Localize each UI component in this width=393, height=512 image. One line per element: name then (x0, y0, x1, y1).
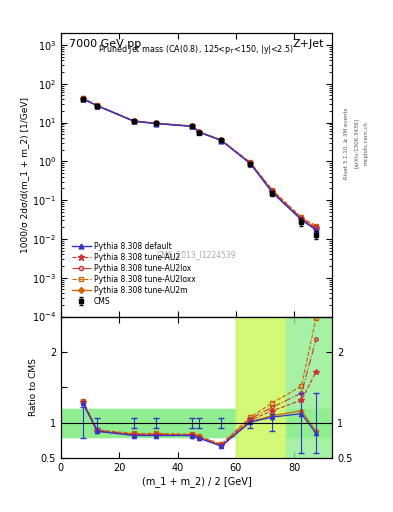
Line: Pythia 8.308 tune-AU2: Pythia 8.308 tune-AU2 (80, 95, 319, 231)
Pythia 8.308 tune-AU2m (314, 226, 318, 232)
Text: mcplots.cern.ch: mcplots.cern.ch (364, 121, 369, 165)
Pythia 8.308 tune-AU2lox (153, 120, 158, 126)
Pythia 8.308 tune-AU2m (190, 123, 195, 130)
Pythia 8.308 tune-AU2m (197, 129, 202, 135)
Pythia 8.308 tune-AU2m (219, 137, 224, 143)
Pythia 8.308 tune-AU2loxx (219, 137, 224, 143)
Pythia 8.308 tune-AU2lox (248, 160, 253, 166)
Pythia 8.308 default (190, 123, 195, 130)
Pythia 8.308 default (153, 120, 158, 126)
Text: CMS_2013_I1224539: CMS_2013_I1224539 (157, 250, 236, 259)
Pythia 8.308 tune-AU2m (299, 216, 304, 222)
Pythia 8.308 default (197, 129, 202, 135)
Pythia 8.308 tune-AU2lox (95, 102, 100, 109)
Line: Pythia 8.308 tune-AU2loxx: Pythia 8.308 tune-AU2loxx (81, 96, 318, 228)
Line: Pythia 8.308 tune-AU2m: Pythia 8.308 tune-AU2m (81, 97, 318, 231)
Bar (61, 414, 332, 431)
Pythia 8.308 default (299, 217, 304, 223)
Text: 7000 GeV pp: 7000 GeV pp (69, 39, 141, 49)
X-axis label: (m_1 + m_2) / 2 [GeV]: (m_1 + m_2) / 2 [GeV] (141, 476, 252, 487)
Pythia 8.308 tune-AU2loxx (299, 215, 304, 221)
Pythia 8.308 default (314, 227, 318, 233)
Y-axis label: 1000/σ 2dσ/d(m_1 + m_2) [1/GeV]: 1000/σ 2dσ/d(m_1 + m_2) [1/GeV] (20, 97, 29, 253)
Legend: Pythia 8.308 default, Pythia 8.308 tune-AU2, Pythia 8.308 tune-AU2lox, Pythia 8.: Pythia 8.308 default, Pythia 8.308 tune-… (70, 241, 197, 307)
Pythia 8.308 default (95, 103, 100, 109)
Pythia 8.308 tune-AU2loxx (314, 223, 318, 229)
Pythia 8.308 tune-AU2 (153, 120, 158, 126)
Pythia 8.308 default (248, 161, 253, 167)
Pythia 8.308 default (81, 96, 85, 102)
Pythia 8.308 tune-AU2lox (314, 224, 318, 230)
Text: Pruned jet mass (CA(0.8), 125<p$_T$<150, |y|<2.5): Pruned jet mass (CA(0.8), 125<p$_T$<150,… (98, 43, 295, 56)
Pythia 8.308 tune-AU2 (131, 118, 136, 124)
Pythia 8.308 tune-AU2lox (81, 95, 85, 101)
Bar (236, 316, 285, 458)
Pythia 8.308 tune-AU2loxx (95, 102, 100, 109)
Bar (236, 316, 285, 458)
Pythia 8.308 tune-AU2lox (270, 188, 275, 194)
Pythia 8.308 tune-AU2 (270, 188, 275, 195)
Pythia 8.308 tune-AU2 (299, 216, 304, 222)
Pythia 8.308 tune-AU2m (81, 96, 85, 102)
Bar (61, 409, 332, 437)
Pythia 8.308 tune-AU2 (81, 96, 85, 102)
Pythia 8.308 tune-AU2 (197, 129, 202, 135)
Pythia 8.308 tune-AU2loxx (190, 123, 195, 129)
Pythia 8.308 tune-AU2loxx (153, 120, 158, 126)
Pythia 8.308 default (131, 118, 136, 124)
Pythia 8.308 tune-AU2lox (131, 118, 136, 124)
Bar (285, 316, 332, 458)
Pythia 8.308 default (270, 189, 275, 196)
Text: Z+Jet: Z+Jet (292, 39, 324, 49)
Pythia 8.308 tune-AU2m (248, 160, 253, 166)
Pythia 8.308 tune-AU2 (314, 225, 318, 231)
Pythia 8.308 tune-AU2lox (190, 123, 195, 129)
Pythia 8.308 tune-AU2m (270, 189, 275, 195)
Pythia 8.308 default (219, 137, 224, 143)
Pythia 8.308 tune-AU2 (190, 123, 195, 130)
Line: Pythia 8.308 default: Pythia 8.308 default (80, 96, 318, 232)
Pythia 8.308 tune-AU2loxx (248, 159, 253, 165)
Pythia 8.308 tune-AU2loxx (81, 95, 85, 101)
Pythia 8.308 tune-AU2m (153, 120, 158, 126)
Pythia 8.308 tune-AU2 (248, 160, 253, 166)
Pythia 8.308 tune-AU2m (95, 103, 100, 109)
Y-axis label: Ratio to CMS: Ratio to CMS (29, 358, 38, 416)
Pythia 8.308 tune-AU2lox (299, 215, 304, 221)
Pythia 8.308 tune-AU2lox (197, 129, 202, 135)
Pythia 8.308 tune-AU2m (131, 118, 136, 124)
Bar (236, 316, 285, 458)
Pythia 8.308 tune-AU2loxx (270, 187, 275, 193)
Text: Rivet 3.1.10, ≥ 3M events: Rivet 3.1.10, ≥ 3M events (344, 108, 349, 179)
Pythia 8.308 tune-AU2 (219, 137, 224, 143)
Pythia 8.308 tune-AU2loxx (131, 118, 136, 124)
Bar (236, 316, 285, 458)
Pythia 8.308 tune-AU2lox (219, 137, 224, 143)
Pythia 8.308 tune-AU2 (95, 102, 100, 109)
Pythia 8.308 tune-AU2loxx (197, 129, 202, 135)
Line: Pythia 8.308 tune-AU2lox: Pythia 8.308 tune-AU2lox (81, 96, 318, 229)
Text: [arXiv:1306.3436]: [arXiv:1306.3436] (354, 118, 359, 168)
